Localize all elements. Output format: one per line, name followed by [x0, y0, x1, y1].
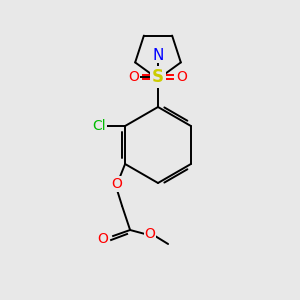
Text: O: O	[177, 70, 188, 84]
Text: N: N	[152, 47, 164, 62]
Text: O: O	[98, 232, 109, 246]
Text: O: O	[112, 177, 122, 191]
Text: Cl: Cl	[92, 119, 106, 133]
Text: S: S	[152, 68, 164, 86]
Text: O: O	[145, 227, 155, 241]
Text: O: O	[129, 70, 140, 84]
